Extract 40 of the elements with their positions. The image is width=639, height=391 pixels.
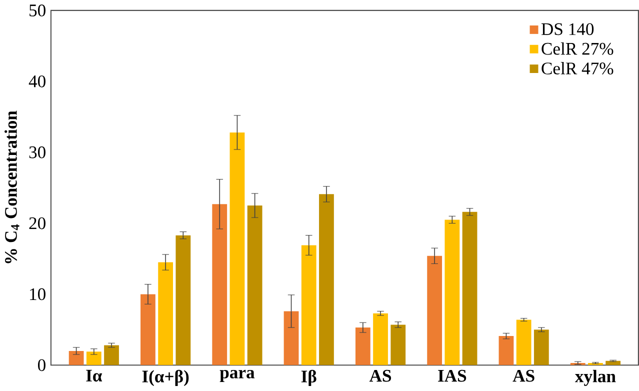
bar <box>247 206 262 366</box>
bar <box>462 212 478 366</box>
y-tick-label: 0 <box>38 359 46 372</box>
x-tick-label: Iα <box>86 370 102 382</box>
y-tick-label: 10 <box>30 288 46 300</box>
x-tick-label: AS <box>369 370 392 382</box>
bar <box>319 194 334 366</box>
bar <box>606 361 621 366</box>
y-tick-label: 50 <box>30 4 46 17</box>
bar <box>212 204 228 366</box>
bar <box>176 236 191 366</box>
y-tick-label: 20 <box>29 218 46 230</box>
bar <box>390 324 406 366</box>
bar <box>284 311 299 366</box>
bar <box>373 314 388 366</box>
legend-label: CelR 27% <box>542 42 614 56</box>
bar <box>86 352 102 366</box>
x-tick-label: Iβ <box>301 370 316 386</box>
x-tick-label: para <box>220 370 255 382</box>
x-tick-label: IAS <box>438 370 466 382</box>
x-tick-label: I(α+β) <box>142 370 189 386</box>
y-tick-label: 40 <box>28 76 46 88</box>
bar <box>444 220 460 366</box>
bar <box>230 132 245 366</box>
bar <box>68 351 84 366</box>
bar <box>140 294 156 366</box>
y-tick-label: 30 <box>29 146 46 158</box>
bar <box>498 336 514 366</box>
bar <box>355 328 370 366</box>
x-tick-label: xylan <box>574 370 616 386</box>
bar <box>104 345 119 366</box>
bar <box>158 262 174 366</box>
bar <box>427 256 442 366</box>
legend-label: DS 140 <box>541 23 594 36</box>
bar <box>534 330 549 366</box>
legend-label: CelR 47% <box>542 62 614 75</box>
x-tick-label: AS <box>512 370 534 382</box>
y-axis-title: % C$_{4}$ Concentration <box>4 111 20 264</box>
bar <box>516 320 532 366</box>
bar <box>301 245 316 366</box>
